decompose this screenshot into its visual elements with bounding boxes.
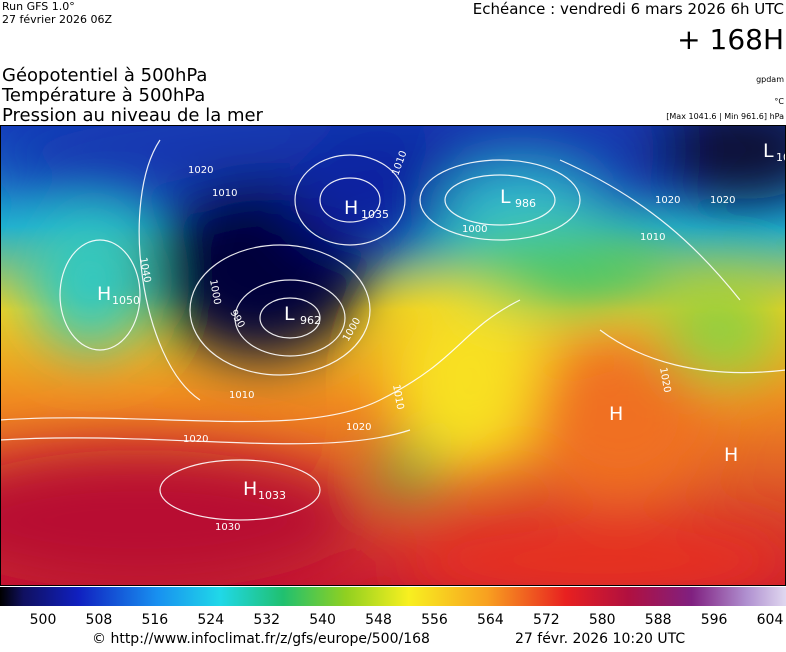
colorbar-label: 508 (86, 612, 113, 628)
colorbar-label: 572 (533, 612, 560, 628)
lead-time: + 168H (677, 23, 784, 56)
colorbar-label: 564 (477, 612, 504, 628)
colorbar-label: 500 (30, 612, 57, 628)
isobar-label: 1000 (462, 224, 487, 235)
title-geopotential: Géopotentiel à 500hPa (2, 65, 207, 86)
colorbar (0, 587, 786, 606)
isobar-label: 1030 (215, 522, 240, 533)
colorbar-label: 540 (309, 612, 336, 628)
center-letter: L (284, 303, 295, 325)
run-date: 27 février 2026 06Z (2, 13, 112, 26)
colorbar-label: 604 (757, 612, 784, 628)
unit-geopotential: gpdam (756, 75, 784, 84)
center-letter: H (724, 444, 738, 466)
source: © http://www.infoclimat.fr/z/gfs/europe/… (92, 631, 430, 647)
isobar-label: 1010 (390, 384, 405, 411)
isobar-label: 1010 (229, 390, 254, 401)
center-value: 986 (515, 197, 536, 210)
center-value: 1033 (258, 489, 286, 502)
isobar-label: 1020 (346, 422, 371, 433)
colorbar-label: 580 (589, 612, 616, 628)
colorbar-label: 596 (701, 612, 728, 628)
center-letter: H (243, 478, 257, 500)
colorbar-label: 532 (253, 612, 280, 628)
isobar-label: 1040 (137, 257, 152, 284)
colorbar-label: 556 (421, 612, 448, 628)
isobar-label: 1020 (657, 367, 672, 394)
isobar-label: 1020 (655, 195, 680, 206)
center-letter: L (763, 140, 774, 162)
colorbar-label: 516 (141, 612, 168, 628)
isobar-label: 1010 (640, 232, 665, 243)
map: H 1050 L 962 H 1035 L 986 H 1033 L 10 H … (0, 125, 786, 586)
colorbar-ticks: 500 508 516 524 532 540 548 556 564 572 580 588 596 6… (30, 612, 784, 628)
center-letter: L (500, 186, 511, 208)
run: Run GFS 1.0° (2, 0, 75, 13)
center-letter: H (97, 283, 111, 305)
isobar-label: 1010 (212, 188, 237, 199)
isobar-label: 1020 (710, 195, 735, 206)
pressure-range: [Max 1041.6 | Min 961.6] hPa (666, 112, 784, 121)
colorbar-label: 524 (197, 612, 224, 628)
isobar-label: 1000 (207, 279, 222, 306)
center-value: 10 (776, 151, 786, 164)
title-pressure: Pression au niveau de la mer (2, 105, 264, 126)
center-value: 962 (300, 314, 321, 327)
valid-time: Echéance : vendredi 6 mars 2026 6h UTC (473, 0, 784, 18)
colorbar-label: 588 (645, 612, 672, 628)
isobar-label: 1020 (183, 434, 208, 445)
center-value: 1035 (361, 208, 389, 221)
center-value: 1050 (112, 294, 140, 307)
center-letter: H (344, 197, 358, 219)
unit-temperature: °C (774, 97, 784, 106)
colorbar-label: 548 (365, 612, 392, 628)
center-letter: H (609, 403, 623, 425)
title-temperature: Température à 500hPa (1, 85, 205, 106)
isobar-label: 1020 (188, 165, 213, 176)
timestamp: 27 févr. 2026 10:20 UTC (515, 631, 685, 647)
